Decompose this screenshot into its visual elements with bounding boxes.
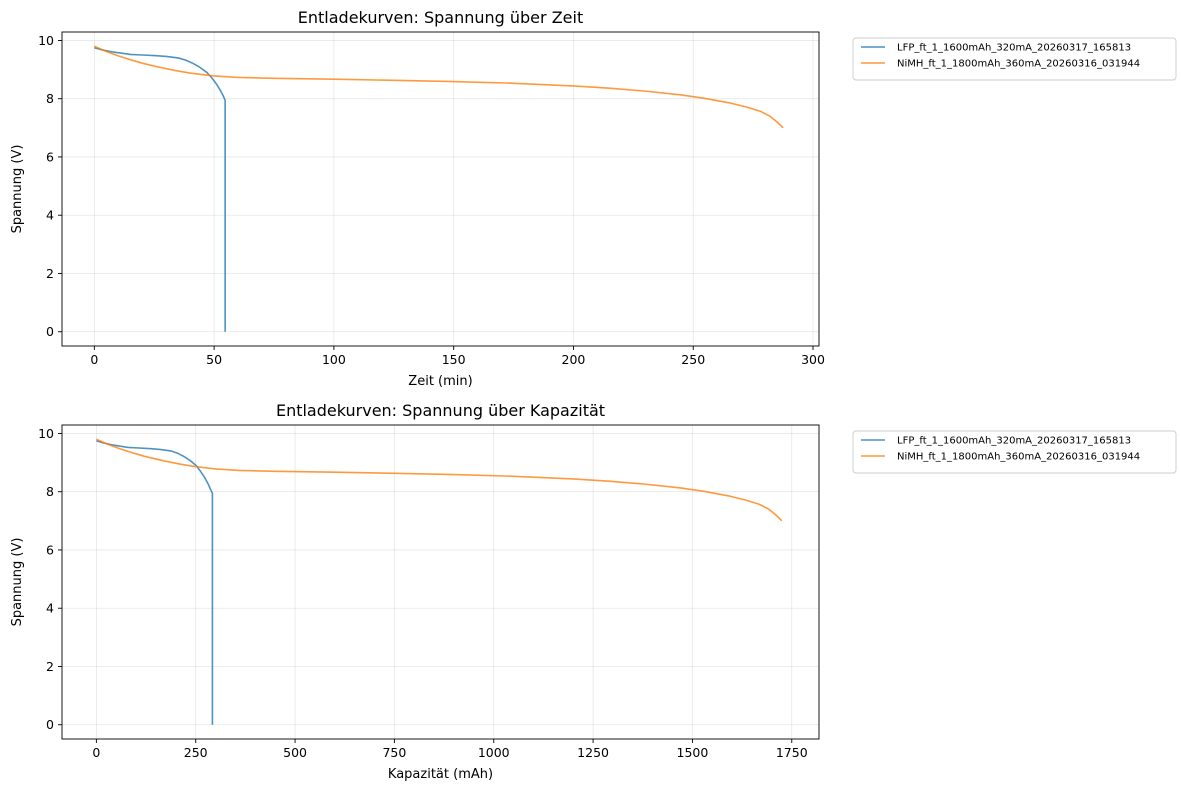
x-tick-label: 0 (90, 352, 98, 367)
y-tick-label: 2 (46, 659, 54, 674)
chart-title: Entladekurven: Spannung über Zeit (298, 8, 583, 27)
x-tick-label: 300 (801, 352, 825, 367)
y-tick-label: 4 (46, 601, 54, 616)
legend-box (852, 37, 1177, 81)
series-line-nimh (96, 438, 783, 522)
y-tick-label: 4 (46, 208, 54, 223)
x-tick-label: 50 (206, 352, 222, 367)
y-tick-label: 8 (46, 91, 54, 106)
x-tick-label: 150 (442, 352, 466, 367)
x-tick-label: 250 (681, 352, 705, 367)
x-tick-label: 0 (92, 745, 100, 760)
y-tick-label: 0 (46, 717, 54, 732)
legend-label-lfp: LFP_ft_1_1600mAh_320mA_20260317_165813 (897, 436, 1131, 447)
y-axis-label: Spannung (V) (10, 145, 25, 234)
y-tick-label: 6 (46, 149, 54, 164)
legend: LFP_ft_1_1600mAh_320mA_20260317_165813 Ni… (852, 430, 1177, 474)
y-axis-label: Spannung (V) (10, 538, 25, 627)
x-tick-label: 500 (283, 745, 307, 760)
x-tick-label: 200 (562, 352, 586, 367)
y-tick-label: 10 (38, 33, 54, 48)
x-axis-label: Zeit (min) (408, 374, 472, 389)
legend-box (852, 430, 1177, 474)
x-tick-label: 250 (184, 745, 208, 760)
y-tick-label: 8 (46, 484, 54, 499)
chart-title: Entladekurven: Spannung über Kapazität (276, 401, 605, 420)
axes-frame (61, 31, 820, 347)
axes-frame (61, 424, 820, 740)
x-tick-label: 1500 (677, 745, 709, 760)
series-line-nimh (94, 45, 784, 129)
series-line-lfp (96, 439, 214, 725)
x-tick-label: 1000 (478, 745, 510, 760)
legend-label-nimh: NiMH_ft_1_1800mAh_360mA_20260316_031944 (897, 59, 1140, 70)
legend-label-lfp: LFP_ft_1_1600mAh_320mA_20260317_165813 (897, 43, 1131, 54)
x-tick-label: 1250 (577, 745, 609, 760)
legend: LFP_ft_1_1600mAh_320mA_20260317_165813 Ni… (852, 37, 1177, 81)
y-tick-label: 2 (46, 266, 54, 281)
x-tick-label: 750 (382, 745, 406, 760)
legend-label-nimh: NiMH_ft_1_1800mAh_360mA_20260316_031944 (897, 452, 1140, 463)
x-tick-label: 1750 (776, 745, 808, 760)
y-tick-label: 0 (46, 324, 54, 339)
y-tick-label: 6 (46, 542, 54, 557)
x-tick-label: 100 (322, 352, 346, 367)
series-line-lfp (94, 46, 226, 332)
y-tick-label: 10 (38, 426, 54, 441)
x-axis-label: Kapazität (mAh) (388, 767, 493, 782)
chart-panel-2: Entladekurven: Spannung über Kapazität 0 2… (10, 401, 1177, 782)
